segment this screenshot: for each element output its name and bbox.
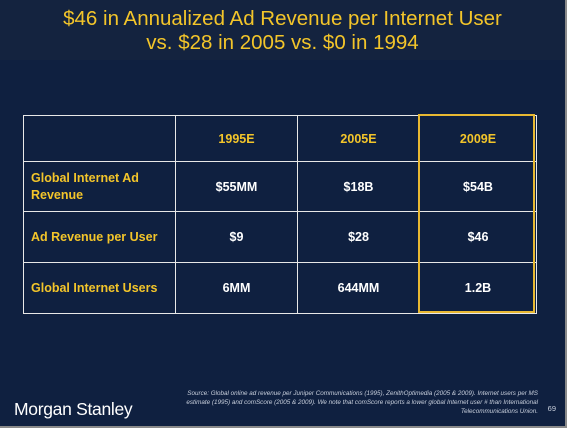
table-cell: 1.2B	[419, 262, 537, 314]
slide-title-line-2: vs. $28 in 2005 vs. $0 in 1994	[146, 31, 419, 54]
table-cell: $46	[419, 211, 537, 263]
table-row: Ad Revenue per User $9 $28 $46	[23, 211, 537, 263]
slide-title-line-1: $46 in Annualized Ad Revenue per Interne…	[63, 7, 502, 30]
title-band	[0, 0, 565, 60]
row-label-ad-revenue: Global Internet Ad Revenue	[23, 161, 176, 212]
column-header-1995: 1995E	[175, 115, 298, 162]
table-row: Global Internet Users 6MM 644MM 1.2B	[23, 262, 537, 314]
table-cell: 644MM	[297, 262, 420, 314]
page-number: 69	[547, 404, 556, 413]
table-row: Global Internet Ad Revenue $55MM $18B $5…	[23, 161, 537, 212]
column-header-2009: 2009E	[419, 115, 537, 162]
slide-title: $46 in Annualized Ad Revenue per Interne…	[0, 7, 565, 55]
column-header-2005: 2005E	[297, 115, 420, 162]
table-cell: 6MM	[175, 262, 298, 314]
source-note: Source: Global online ad revenue per Jun…	[186, 390, 538, 415]
row-label-ad-revenue-per-user: Ad Revenue per User	[23, 211, 176, 263]
revenue-table: 1995E 2005E 2009E Global Internet Ad Rev…	[23, 115, 537, 314]
table-header-row: 1995E 2005E 2009E	[23, 115, 537, 162]
table-corner-cell	[23, 115, 176, 162]
table-cell: $54B	[419, 161, 537, 212]
table-cell: $55MM	[175, 161, 298, 212]
morgan-stanley-logo: Morgan Stanley	[14, 399, 133, 419]
table-cell: $9	[175, 211, 298, 263]
table-cell: $28	[297, 211, 420, 263]
table-cell: $18B	[297, 161, 420, 212]
row-label-internet-users: Global Internet Users	[23, 262, 176, 314]
